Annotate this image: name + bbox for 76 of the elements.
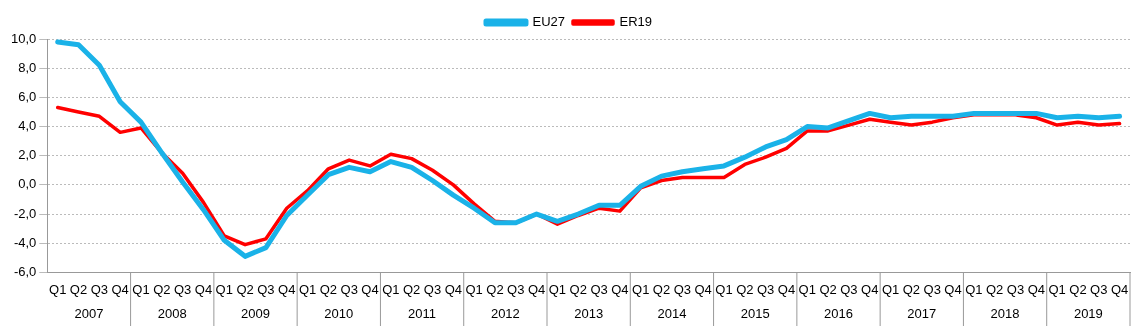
x-tick-label: Q2 bbox=[1069, 281, 1087, 297]
x-tick-label: Q1 bbox=[465, 281, 483, 297]
y-tick-label: -6,0 bbox=[13, 263, 37, 279]
x-tick-label: Q1 bbox=[215, 281, 233, 297]
text: 2007 bbox=[74, 305, 104, 321]
x-tick-label: Q4 bbox=[278, 281, 296, 297]
x-tick-label: Q4 bbox=[777, 281, 796, 297]
x-tick-label: Q4 bbox=[944, 281, 962, 297]
x-tick-label: Q3 bbox=[923, 281, 941, 297]
y-tick-label: 4,0 bbox=[18, 118, 37, 134]
x-tick-label: Q3 bbox=[840, 281, 858, 297]
x-tick-label: Q1 bbox=[49, 281, 67, 297]
text: 2019 bbox=[1073, 305, 1103, 321]
x-tick-label: Q1 bbox=[632, 281, 650, 297]
text: 2010 bbox=[324, 305, 354, 321]
text: 2015 bbox=[740, 305, 770, 321]
text: 2018 bbox=[990, 305, 1020, 321]
x-tick-label: Q1 bbox=[1048, 281, 1066, 297]
x-tick-label: Q4 bbox=[1110, 281, 1129, 297]
y-tick-label: 0,0 bbox=[18, 176, 37, 192]
x-tick-label: Q3 bbox=[423, 281, 442, 297]
x-tick-label: Q3 bbox=[590, 281, 608, 297]
x-tick-label: Q3 bbox=[1090, 281, 1108, 297]
x-tick-label: Q3 bbox=[756, 281, 775, 297]
x-tick-label: Q2 bbox=[319, 281, 338, 297]
text: 2011 bbox=[408, 305, 437, 321]
x-tick-label: Q1 bbox=[798, 281, 816, 297]
x-tick-label: Q2 bbox=[902, 281, 921, 297]
x-tick-label: Q3 bbox=[1006, 281, 1025, 297]
y-tick-label: -4,0 bbox=[13, 234, 37, 250]
text: 2012 bbox=[490, 305, 520, 321]
x-tick-label: Q4 bbox=[861, 281, 879, 297]
x-tick-label: Q3 bbox=[90, 281, 109, 297]
x-tick-label: Q3 bbox=[173, 281, 192, 297]
x-tick-label: Q3 bbox=[257, 281, 275, 297]
x-tick-label: Q4 bbox=[444, 281, 462, 297]
x-tick-label: Q3 bbox=[507, 281, 525, 297]
y-tick-label: 2,0 bbox=[18, 147, 37, 163]
x-tick-label: Q4 bbox=[1027, 281, 1045, 297]
y-tick-label: 10,0 bbox=[10, 30, 37, 46]
y-tick-label: 6,0 bbox=[18, 88, 37, 104]
x-tick-label: Q1 bbox=[965, 281, 983, 297]
x-tick-label: Q2 bbox=[985, 281, 1004, 297]
x-tick-label: Q4 bbox=[527, 281, 546, 297]
x-tick-label: Q2 bbox=[569, 281, 587, 297]
x-tick-label: Q1 bbox=[715, 281, 733, 297]
x-tick-label: Q1 bbox=[132, 281, 150, 297]
x-tick-label: Q2 bbox=[486, 281, 504, 297]
x-tick-label: Q1 bbox=[881, 281, 900, 297]
x-tick-label: Q3 bbox=[673, 281, 692, 297]
x-tick-label: Q4 bbox=[611, 281, 629, 297]
legend-label: ER19 bbox=[619, 14, 653, 30]
x-tick-label: Q2 bbox=[819, 281, 837, 297]
x-tick-label: Q4 bbox=[194, 281, 213, 297]
x-tick-label: Q2 bbox=[236, 281, 254, 297]
x-tick-label: Q4 bbox=[694, 281, 712, 297]
x-tick-label: Q2 bbox=[736, 281, 754, 297]
y-tick-label: -2,0 bbox=[13, 205, 37, 221]
text: 2008 bbox=[157, 305, 187, 321]
x-tick-label: Q2 bbox=[652, 281, 671, 297]
text: 2014 bbox=[657, 305, 687, 321]
y-tick-label: 8,0 bbox=[18, 59, 37, 75]
x-tick-label: Q1 bbox=[382, 281, 400, 297]
x-tick-label: Q2 bbox=[153, 281, 171, 297]
x-tick-label: Q1 bbox=[548, 281, 567, 297]
text: 2016 bbox=[824, 305, 853, 321]
text: 2009 bbox=[241, 305, 270, 321]
x-tick-label: Q3 bbox=[340, 281, 358, 297]
x-tick-label: Q2 bbox=[69, 281, 88, 297]
legend-label: EU27 bbox=[532, 14, 566, 30]
text: 2017 bbox=[907, 305, 937, 321]
x-tick-label: Q2 bbox=[403, 281, 421, 297]
x-tick-label: Q4 bbox=[361, 281, 379, 297]
x-tick-label: Q1 bbox=[298, 281, 317, 297]
x-tick-label: Q4 bbox=[111, 281, 129, 297]
text: 2013 bbox=[574, 305, 604, 321]
